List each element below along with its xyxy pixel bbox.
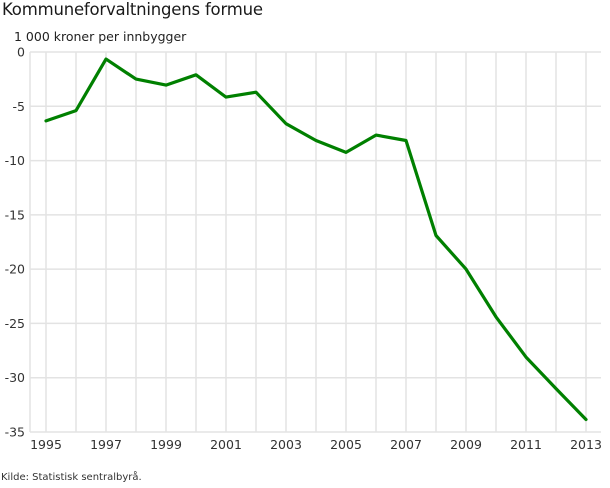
y-tick-label: -15: [5, 207, 25, 222]
y-tick-label: -25: [5, 316, 25, 331]
x-tick-label: 1995: [30, 437, 62, 452]
y-tick-label: -35: [5, 425, 25, 440]
source-note: Kilde: Statistisk sentralbyrå.: [1, 472, 142, 483]
x-tick-label: 1999: [150, 437, 182, 452]
x-tick-label: 2009: [450, 437, 482, 452]
y-tick-label: 0: [17, 45, 25, 60]
y-tick-label: -10: [5, 153, 25, 168]
y-tick-label: -5: [13, 99, 25, 114]
y-axis-tick-labels: 0 -5 -10 -15 -20 -25 -30 -35: [5, 45, 25, 440]
x-tick-label: 2007: [390, 437, 422, 452]
x-tick-label: 2005: [330, 437, 362, 452]
x-tick-label: 1997: [90, 437, 122, 452]
data-series: [44, 57, 588, 422]
x-tick-label: 2013: [570, 437, 602, 452]
y-axis-unit-label: 1 000 kroner per innbygger: [14, 29, 187, 44]
y-tick-label: -30: [5, 370, 25, 385]
y-tick-label: -20: [5, 262, 25, 277]
x-tick-label: 2001: [210, 437, 242, 452]
x-axis-tick-labels: 1995 1997 1999 2001 2003 2005 2007 2009 2011 2013: [30, 437, 602, 452]
x-tick-label: 2011: [510, 437, 542, 452]
x-tick-label: 2003: [270, 437, 302, 452]
series-line: [44, 57, 588, 422]
vertical-gridlines: [29, 52, 587, 432]
chart-title: Kommuneforvaltningens formue: [2, 0, 263, 19]
line-chart: 0 -5 -10 -15 -20 -25 -30 -35 1995 1997 1999 2001 20…: [5, 45, 602, 453]
